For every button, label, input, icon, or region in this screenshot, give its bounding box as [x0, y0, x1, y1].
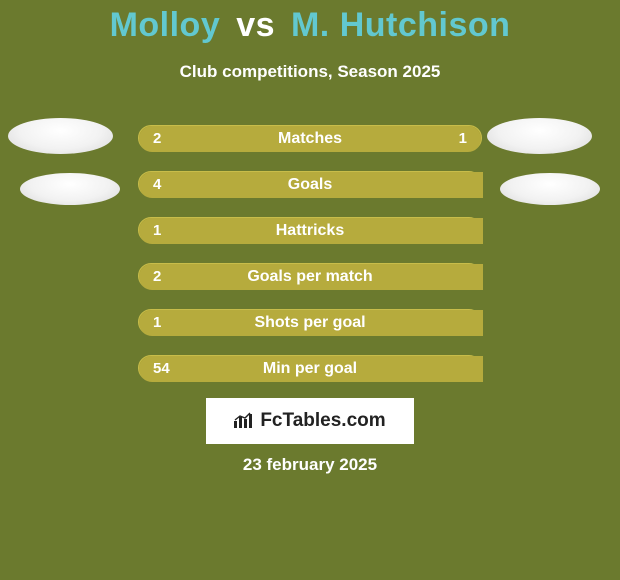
stat-track: 1Shots per goal	[138, 309, 482, 335]
stat-fill-left	[139, 172, 483, 198]
logo-text: FcTables.com	[260, 410, 385, 432]
logo-suffix: .com	[341, 410, 385, 431]
subtitle: Club competitions, Season 2025	[0, 62, 620, 82]
stat-value-left: 54	[139, 356, 184, 382]
stat-value-left: 1	[139, 218, 175, 244]
background	[0, 0, 620, 580]
stat-row: 1Shots per goal	[0, 309, 620, 335]
logo-box: FcTables.com	[206, 398, 414, 444]
title-player2: M. Hutchison	[291, 6, 510, 44]
comparison-infographic: Molloy vs M. Hutchison Club competitions…	[0, 0, 620, 580]
stat-row: 1Hattricks	[0, 217, 620, 243]
stat-value-left: 1	[139, 310, 175, 336]
stat-value-left: 4	[139, 172, 175, 198]
stat-fill-left	[139, 356, 483, 382]
stat-row: 4Goals	[0, 171, 620, 197]
stat-value-left: 2	[139, 264, 175, 290]
stat-row: 21Matches	[0, 125, 620, 151]
stat-row: 54Min per goal	[0, 355, 620, 381]
title-vs: vs	[236, 6, 275, 44]
stat-track: 2Goals per match	[138, 263, 482, 289]
stat-fill-left	[139, 218, 483, 244]
chart-icon	[234, 412, 254, 431]
stat-fill-left	[139, 264, 483, 290]
stat-track: 21Matches	[138, 125, 482, 151]
title-player1: Molloy	[110, 6, 221, 44]
logo-prefix: Fc	[260, 410, 282, 431]
logo-main: Tables	[283, 410, 342, 431]
page-title: Molloy vs M. Hutchison	[0, 6, 620, 45]
stat-track: 1Hattricks	[138, 217, 482, 243]
stat-row: 2Goals per match	[0, 263, 620, 289]
stat-track: 4Goals	[138, 171, 482, 197]
date: 23 february 2025	[0, 455, 620, 475]
stat-value-left: 2	[139, 126, 175, 152]
stat-value-right: 1	[445, 126, 481, 152]
stat-track: 54Min per goal	[138, 355, 482, 381]
stat-fill-left	[139, 310, 483, 336]
